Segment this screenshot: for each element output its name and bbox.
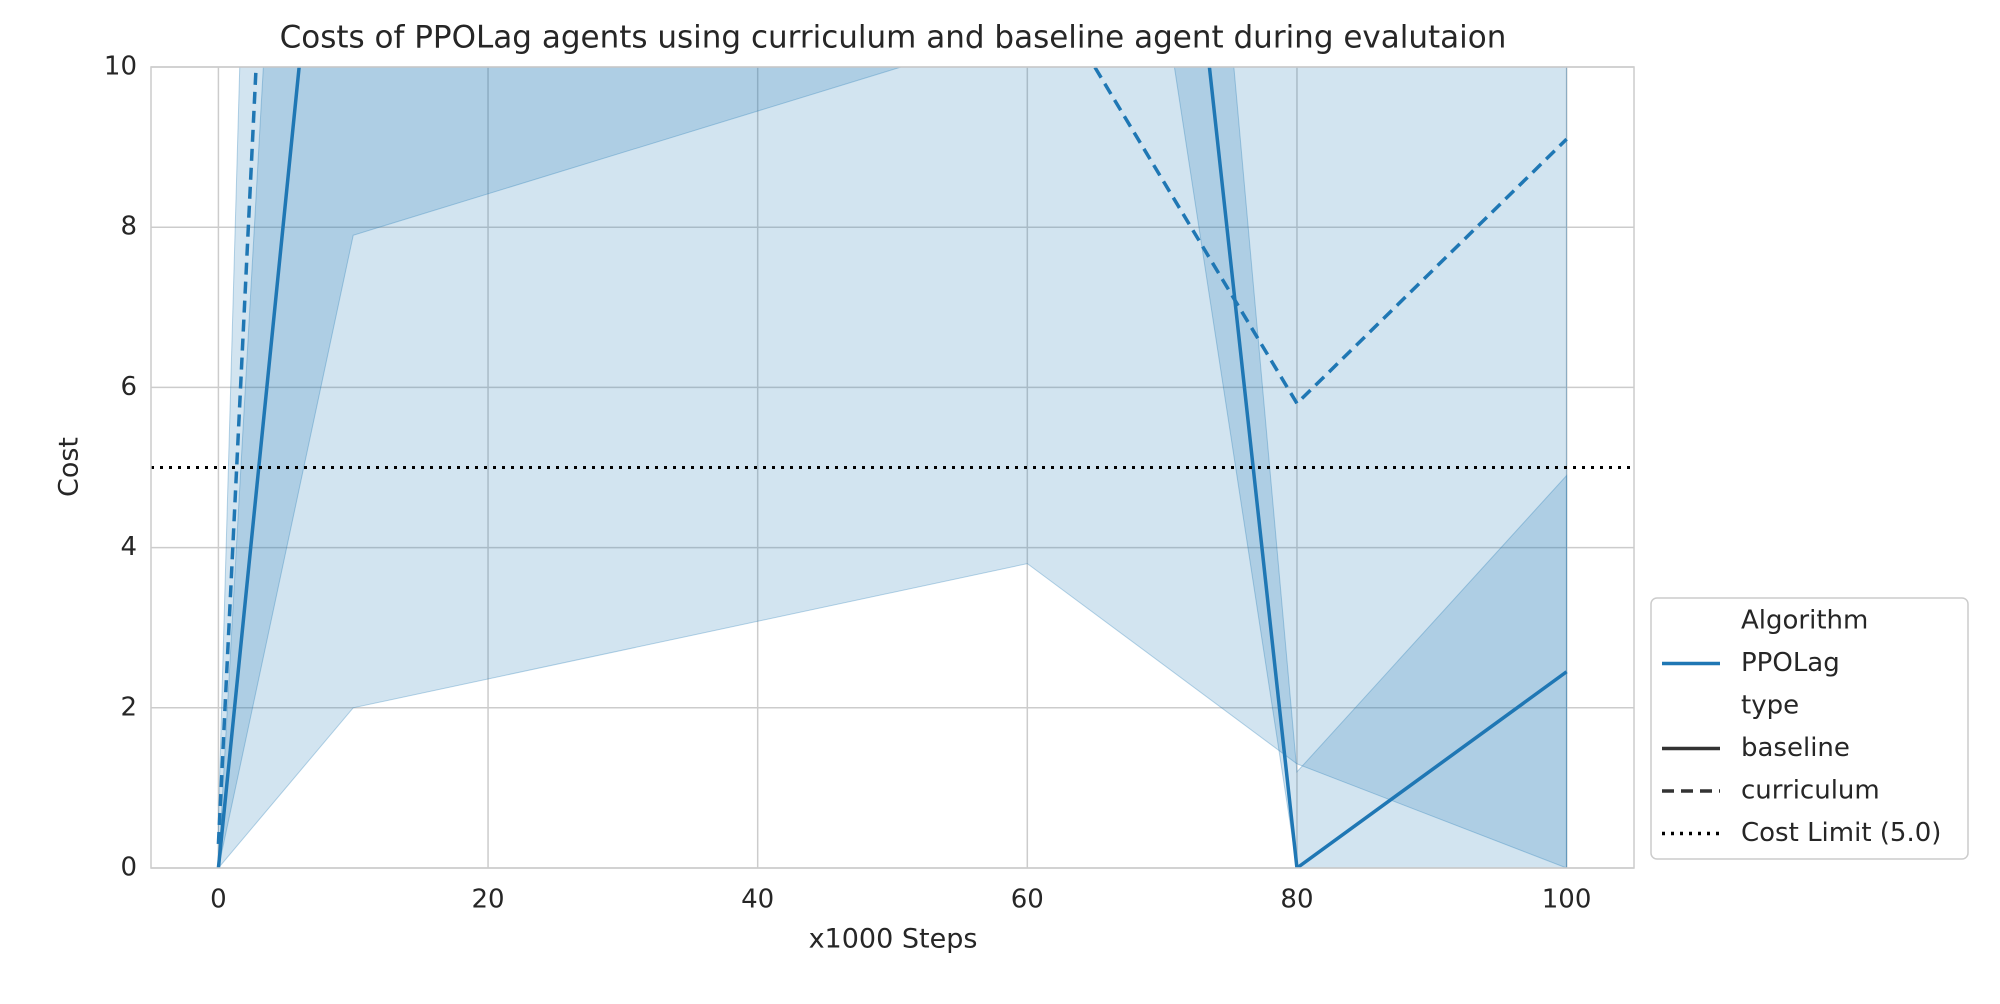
x-tick-label: 20: [471, 885, 504, 915]
y-tick-label: 10: [104, 52, 137, 82]
plot-frame: [150, 66, 1635, 869]
x-axis-label: x1000 Steps: [809, 924, 978, 955]
legend-title: type: [1741, 691, 1799, 721]
axes: 0 20 40 60 80 100 0 2 4 6 8 10: [104, 52, 1592, 915]
legend-entry: PPOLag: [1741, 648, 1840, 678]
legend-entry: Cost Limit (5.0): [1741, 818, 1941, 848]
series-line: [216, 67, 1568, 868]
series-line: [216, 67, 1568, 845]
x-tick-label: 80: [1280, 885, 1313, 915]
plot-area: [151, 67, 1634, 868]
x-tick-label: 60: [1011, 885, 1044, 915]
legend: Algorithm PPOLag type baseline curriculum Cos…: [1650, 597, 1969, 860]
y-tick-label: 4: [120, 532, 137, 562]
y-tick-label: 0: [120, 853, 137, 883]
x-tick-label: 0: [210, 885, 227, 915]
x-tick-label: 40: [741, 885, 774, 915]
legend-box: [1650, 597, 1969, 860]
legend-entry: baseline: [1741, 733, 1850, 763]
y-tick-label: 6: [120, 372, 137, 402]
legend-entry: curriculum: [1741, 776, 1880, 806]
chart-title: Costs of PPOLag agents using curriculum …: [280, 20, 1507, 56]
confidence-band: [217, 67, 1568, 868]
y-axis-label: Cost: [54, 437, 85, 497]
y-tick-label: 8: [120, 212, 137, 242]
x-tick-label: 100: [1542, 885, 1592, 915]
y-tick-label: 2: [120, 692, 137, 722]
legend-title: Algorithm: [1741, 606, 1868, 636]
